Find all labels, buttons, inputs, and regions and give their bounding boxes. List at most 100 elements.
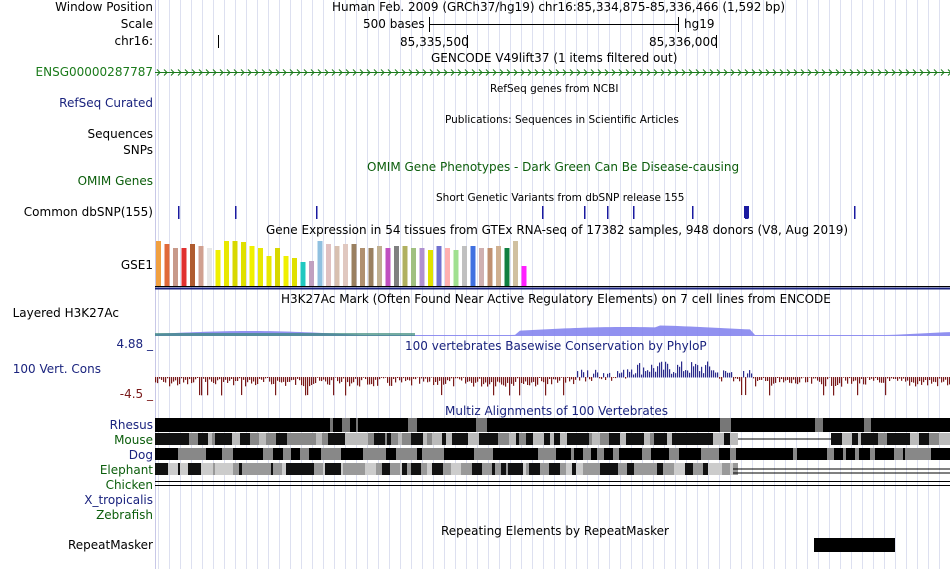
alignment-block [827, 418, 830, 432]
gencode-chevron [632, 69, 637, 76]
gencode-chevron [569, 69, 574, 76]
alignment-block [682, 433, 689, 445]
species-label-elephant[interactable]: Elephant [99, 463, 153, 477]
alignment-block [376, 418, 378, 432]
cons-bar [937, 377, 939, 387]
track-image-area[interactable]: Human Feb. 2009 (GRCh37/hg19) chr16:85,3… [155, 0, 950, 569]
alignment-block [701, 448, 710, 460]
species-label-dog[interactable]: Dog [128, 448, 153, 462]
cons-bar [383, 377, 385, 379]
alignment-block [540, 418, 550, 432]
cons-bar [443, 377, 445, 385]
alignment-block [175, 448, 178, 460]
cons-bar [801, 377, 803, 379]
cons-bar [305, 377, 307, 396]
alignment-block [191, 433, 198, 445]
species-label-zebrafish[interactable]: Zebrafish [96, 508, 153, 522]
species-label-chicken[interactable]: Chicken [105, 478, 153, 492]
gtex-tissue-bar [462, 246, 467, 286]
alignment-block [325, 463, 331, 475]
alignment-block [836, 418, 843, 432]
alignment-block [408, 418, 417, 432]
alignment-block [657, 418, 661, 432]
alignment-block [779, 418, 789, 432]
cons-bar [667, 363, 669, 378]
alignment-block [498, 433, 509, 445]
alignment-block [350, 418, 352, 432]
dbsnp-track-label[interactable]: Common dbSNP(155) [23, 205, 153, 219]
alignment-block [838, 448, 843, 460]
cons-bar [767, 377, 769, 381]
gencode-chevron [408, 69, 413, 76]
omim-track-label[interactable]: OMIM Genes [77, 174, 153, 188]
alignment-block [509, 433, 516, 445]
alignment-block [797, 448, 805, 460]
cons-bar [287, 377, 289, 383]
alignment-block [928, 448, 931, 460]
cons-bar [239, 377, 241, 379]
alignment-block [516, 463, 523, 475]
cons-bar [717, 372, 719, 378]
gencode-chevron [611, 69, 616, 76]
alignment-block [446, 433, 452, 445]
gencode-track-label[interactable]: ENSG00000287787 [35, 65, 153, 79]
alignment-block [215, 463, 226, 475]
alignment-block [439, 448, 444, 460]
cons-bar [601, 377, 603, 380]
alignment-block [276, 433, 285, 445]
rmsk-track-label[interactable]: RepeatMasker [67, 538, 153, 552]
gencode-chevron [842, 69, 847, 76]
gencode-chevron [275, 69, 280, 76]
publications-snps-label[interactable]: SNPs [123, 143, 153, 157]
species-label-rhesus[interactable]: Rhesus [109, 418, 153, 432]
refseq-track-label[interactable]: RefSeq Curated [59, 96, 153, 110]
alignment-block [731, 418, 733, 432]
alignment-block [644, 433, 650, 445]
species-label-mouse[interactable]: Mouse [114, 433, 153, 447]
alignment-block [215, 433, 223, 445]
gencode-chevron [212, 69, 217, 76]
cons-bar [665, 361, 667, 378]
cons-bar [885, 377, 887, 396]
publications-sequences-label[interactable]: Sequences [87, 127, 153, 141]
alignment-block [263, 448, 266, 460]
cons-bar [631, 369, 633, 378]
cons-bar [599, 377, 601, 379]
gencode-chevron [394, 69, 399, 76]
alignment-block [259, 433, 266, 445]
cons-bar [821, 377, 823, 385]
alignment-block [710, 448, 719, 460]
cons-track-label[interactable]: 100 Vert. Cons [12, 362, 101, 376]
gencode-chevron [387, 69, 392, 76]
alignment-block [572, 463, 576, 475]
alignment-block [268, 418, 275, 432]
alignment-block [808, 448, 810, 460]
alignment-block [891, 448, 894, 460]
cons-bar [899, 377, 901, 379]
alignment-block [212, 433, 215, 445]
h3k27ac-track-label[interactable]: Layered H3K27Ac [12, 306, 119, 320]
alignment-block [166, 433, 170, 445]
alignment-block [176, 418, 178, 432]
alignment-block [870, 448, 875, 460]
alignment-block [212, 418, 223, 432]
track-graphics [155, 0, 950, 569]
alignment-block [565, 448, 571, 460]
alignment-block [810, 448, 820, 460]
gtex-track-label[interactable]: GSE1 [120, 258, 153, 272]
cons-bar [577, 371, 579, 378]
alignment-block [492, 418, 502, 432]
alignment-block [582, 418, 587, 432]
alignment-block [286, 463, 296, 475]
alignment-block [744, 418, 748, 432]
cons-bar [737, 377, 739, 379]
alignment-block [854, 433, 858, 445]
gencode-chevron [940, 69, 945, 76]
cons-bar [761, 377, 763, 380]
alignment-block [282, 418, 287, 432]
cons-bar [695, 363, 697, 378]
species-label-xtropicalis[interactable]: X_tropicalis [84, 493, 153, 507]
alignment-block [929, 433, 939, 445]
cons-bar [893, 377, 895, 379]
alignment-block [362, 418, 370, 432]
